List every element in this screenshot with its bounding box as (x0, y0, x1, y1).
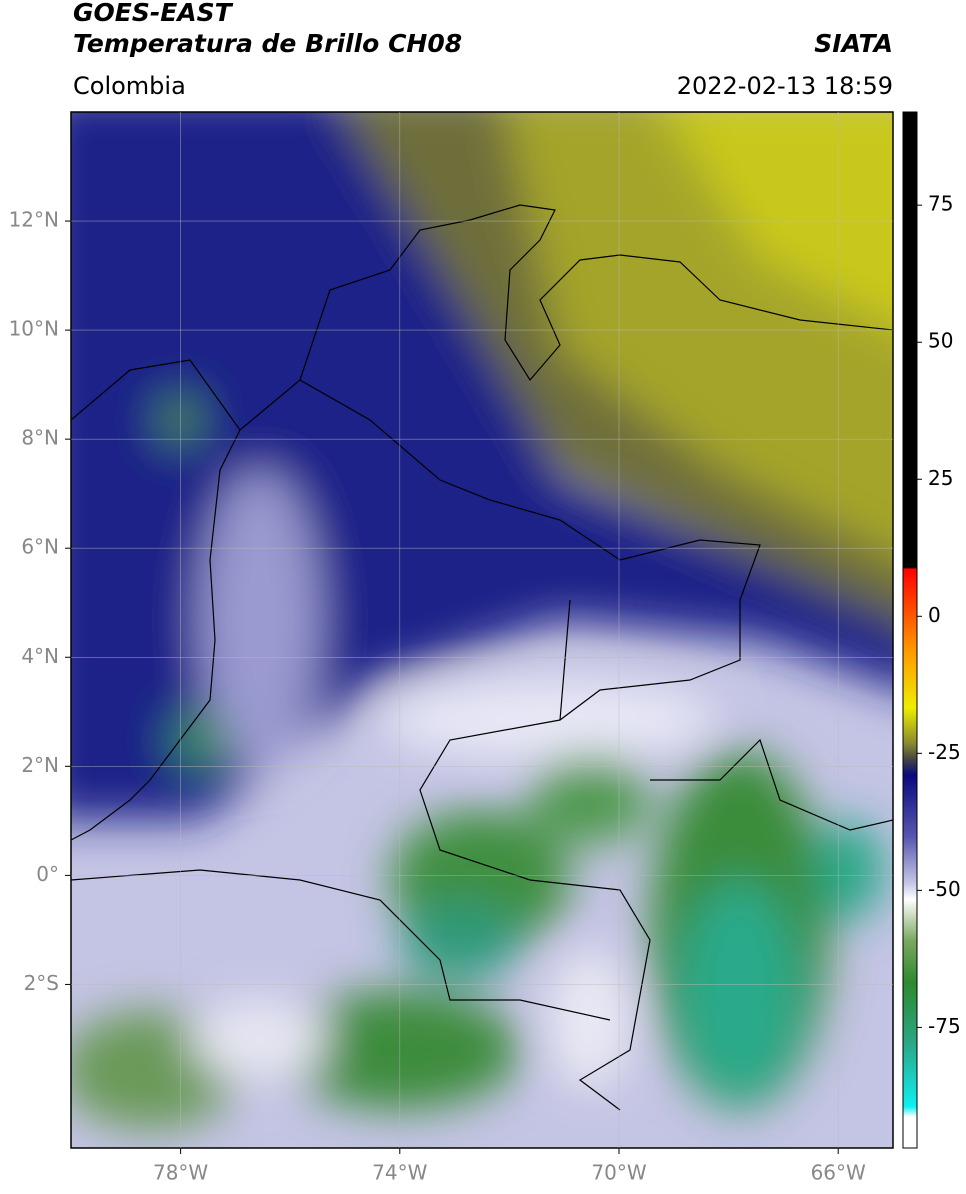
map-frame (70, 111, 894, 1149)
satellite-image (71, 112, 893, 1148)
datetime-label: 2022-02-13 18:59 (677, 72, 893, 100)
colorbar (902, 111, 918, 1149)
product-title: Temperatura de Brillo CH08 (73, 29, 462, 58)
lat-tick-label: 2°N (21, 753, 59, 777)
lat-tick-label: 10°N (9, 317, 59, 341)
source-label: SIATA (814, 29, 893, 58)
lon-tick-label: 66°W (811, 1161, 866, 1185)
lat-tick-label: 8°N (21, 426, 59, 450)
colorbar-tick-label: 25 (928, 466, 953, 490)
satellite-title: GOES-EAST (73, 0, 234, 27)
colorbar-tick-label: -75 (928, 1014, 961, 1038)
lat-tick-label: 6°N (21, 535, 59, 559)
lat-tick-label: 12°N (9, 208, 59, 232)
colorbar-tick-label: -25 (928, 740, 961, 764)
lat-tick-label: 4°N (21, 644, 59, 668)
lat-tick-label: 0° (36, 862, 59, 886)
colorbar-tick-label: -50 (928, 877, 961, 901)
colorbar-tick-label: 50 (928, 329, 953, 353)
colorbar-tick-label: 75 (928, 192, 953, 216)
region-label: Colombia (73, 72, 186, 100)
lon-tick-label: 74°W (372, 1161, 427, 1185)
lon-tick-label: 70°W (591, 1161, 646, 1185)
colorbar-tick-label: 0 (928, 603, 941, 627)
lat-tick-label: 2°S (24, 971, 59, 995)
lon-tick-label: 78°W (153, 1161, 208, 1185)
